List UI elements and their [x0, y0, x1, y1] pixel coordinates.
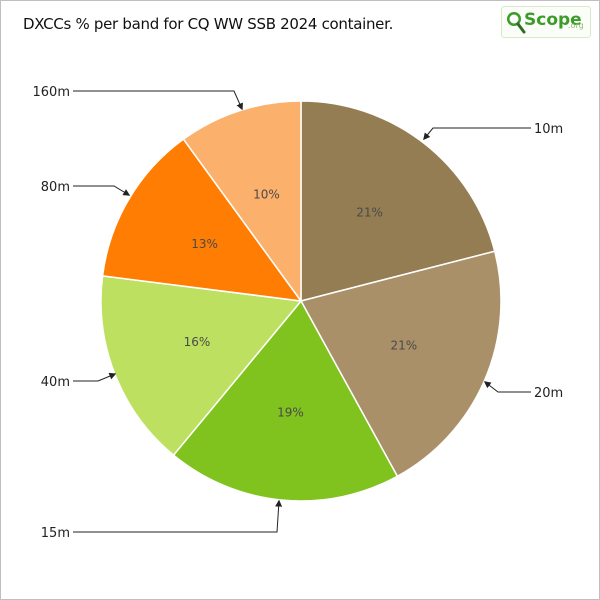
slice-callouts: 10m 20m 15m 40m 80m 160m	[33, 85, 564, 541]
slice-percent-80m: 13%	[191, 237, 218, 251]
slice-percent-40m: 16%	[184, 335, 211, 349]
leader-line-80m	[73, 185, 131, 196]
pie-slices	[100, 100, 502, 502]
logo-suffix: .org	[568, 21, 584, 30]
leader-line-160m	[73, 90, 243, 111]
leader-line-40m	[73, 372, 117, 382]
leader-line-10m	[423, 127, 531, 141]
slice-label-80m: 80m	[41, 180, 70, 195]
pie-slice-15m	[172, 299, 399, 502]
chart-title: DXCCs % per band for CQ WW SSB 2024 cont…	[23, 15, 394, 33]
slice-percent-20m: 21%	[390, 339, 417, 353]
slice-label-20m: 20m	[534, 386, 563, 401]
slice-percent-labels: 21% 21% 19% 16% 13% 10%	[184, 188, 418, 420]
slice-percent-160m: 10%	[253, 188, 280, 202]
pie-slice-80m	[101, 138, 303, 302]
pie-slice-160m	[182, 100, 302, 304]
slice-percent-15m: 19%	[277, 406, 304, 420]
logo-text: Scope	[524, 10, 582, 30]
magnifier-icon	[507, 12, 526, 34]
pie-slice-10m	[300, 100, 496, 302]
slice-percent-10m: 21%	[356, 206, 383, 220]
leader-line-15m	[73, 499, 283, 533]
slice-label-15m: 15m	[41, 526, 70, 541]
slice-label-40m: 40m	[41, 375, 70, 390]
leader-line-20m	[483, 381, 531, 393]
pie-slice-20m	[299, 250, 502, 478]
dxscope-logo: Scope .org	[501, 6, 591, 38]
slice-label-10m: 10m	[534, 122, 563, 137]
slice-label-160m: 160m	[33, 85, 70, 100]
